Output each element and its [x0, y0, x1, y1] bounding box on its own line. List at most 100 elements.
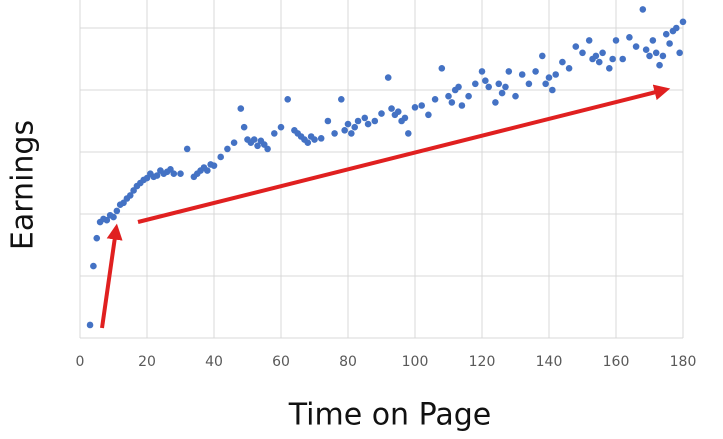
annotation-arrow — [137, 84, 671, 224]
point — [304, 139, 312, 146]
point — [411, 104, 419, 111]
point — [482, 77, 489, 84]
point — [606, 65, 613, 72]
point — [559, 58, 566, 66]
point — [495, 80, 503, 88]
point — [525, 80, 533, 88]
point — [673, 24, 680, 32]
point — [465, 92, 472, 100]
point — [361, 114, 369, 122]
point — [250, 136, 258, 143]
point — [384, 74, 392, 81]
point — [609, 55, 616, 63]
point — [351, 123, 359, 131]
point — [126, 192, 134, 199]
x-axis-title: Time on Page — [288, 398, 492, 433]
point — [388, 105, 395, 112]
point — [445, 92, 452, 100]
point — [177, 170, 184, 177]
point — [642, 46, 650, 53]
point — [254, 142, 261, 150]
point — [331, 130, 338, 137]
point — [572, 43, 580, 50]
point — [478, 68, 486, 75]
point — [512, 92, 519, 100]
point — [646, 52, 653, 60]
point — [405, 130, 412, 137]
point — [317, 135, 325, 142]
point — [656, 61, 663, 69]
point — [458, 102, 466, 109]
point — [183, 145, 191, 153]
point — [505, 68, 513, 75]
point — [418, 102, 426, 109]
point — [592, 52, 600, 60]
x-tick-label: 20 — [138, 354, 156, 370]
point — [542, 80, 549, 88]
x-tick-label: 140 — [536, 354, 563, 370]
point — [626, 34, 633, 41]
point — [431, 96, 439, 103]
point — [371, 117, 379, 125]
point — [666, 40, 673, 47]
point — [502, 83, 509, 91]
point — [110, 213, 117, 221]
point — [425, 111, 432, 119]
point — [90, 262, 97, 270]
point — [364, 120, 372, 128]
point — [639, 6, 647, 13]
point — [311, 136, 318, 143]
point — [378, 110, 385, 117]
x-tick-label: 100 — [402, 354, 429, 370]
point — [344, 120, 352, 128]
point — [170, 170, 178, 177]
point — [599, 49, 606, 57]
point — [153, 172, 161, 179]
point — [354, 117, 362, 125]
point — [585, 37, 593, 44]
point — [472, 80, 479, 88]
point — [498, 89, 506, 97]
point — [338, 96, 345, 103]
x-tick-label: 80 — [339, 354, 357, 370]
point — [210, 162, 218, 169]
point — [224, 145, 231, 153]
point — [394, 108, 402, 115]
point — [230, 139, 238, 146]
point — [277, 123, 285, 131]
x-tick-label: 160 — [603, 354, 630, 370]
x-tick-label: 40 — [205, 354, 223, 370]
y-axis-title: Earnings — [6, 120, 41, 250]
x-tick-label: 60 — [272, 354, 290, 370]
point — [103, 216, 111, 224]
point — [324, 117, 332, 125]
point — [649, 37, 657, 44]
point — [264, 145, 271, 153]
point — [612, 37, 620, 44]
point — [204, 167, 211, 174]
point — [518, 71, 526, 78]
point — [455, 83, 462, 91]
point — [341, 127, 348, 134]
x-tick-label: 180 — [670, 354, 697, 370]
point — [348, 130, 355, 137]
x-tick-label: 0 — [76, 354, 85, 370]
x-tick-label: 120 — [469, 354, 496, 370]
point — [532, 68, 539, 75]
point — [659, 52, 667, 60]
point — [545, 74, 553, 81]
point — [240, 123, 248, 131]
point — [492, 99, 499, 106]
point — [679, 18, 687, 26]
point — [113, 207, 121, 215]
point — [652, 49, 660, 57]
point — [401, 114, 409, 122]
annotation-arrow — [100, 223, 123, 329]
point — [448, 99, 456, 106]
point — [271, 130, 278, 137]
point — [552, 71, 559, 78]
point — [86, 321, 94, 329]
point — [676, 49, 683, 57]
point — [485, 83, 493, 91]
